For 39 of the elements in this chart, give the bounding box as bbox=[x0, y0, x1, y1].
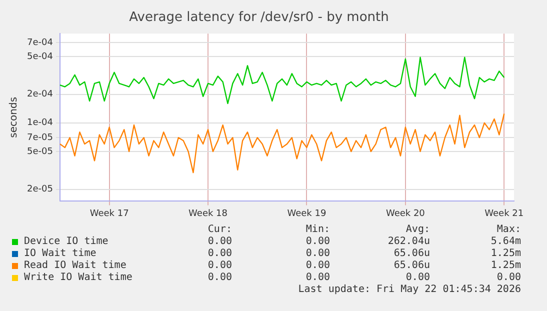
text: 0.00 bbox=[208, 236, 232, 248]
text: 0.00 bbox=[208, 260, 232, 272]
text: 0.00 bbox=[496, 272, 521, 284]
text: 0.00 bbox=[306, 248, 330, 260]
x-tick-label: Week 17 bbox=[90, 208, 129, 219]
x-tick-label: Week 18 bbox=[188, 208, 228, 219]
y-tick-label: 7e-04 bbox=[26, 38, 54, 48]
legend-label: Write IO Wait time bbox=[24, 272, 132, 284]
y-axis-title: seconds bbox=[8, 96, 20, 138]
y-tick-label: 2e-04 bbox=[26, 90, 54, 100]
text: Cur: bbox=[208, 224, 232, 236]
y-tick-label: 5e-04 bbox=[26, 52, 54, 62]
text: 0.00 bbox=[208, 248, 232, 260]
y-tick-label: 1e-04 bbox=[26, 118, 54, 128]
text: 0.00 bbox=[406, 272, 430, 284]
y-tick-label: 5e-05 bbox=[26, 146, 53, 157]
legend-label: IO Wait time bbox=[24, 248, 96, 260]
text: 1.25m bbox=[490, 248, 521, 260]
x-tick-label: Week 19 bbox=[287, 208, 326, 219]
text: Last update: Fri May 22 01:45:34 2026 bbox=[298, 284, 521, 296]
y-tick-label: 2e-05 bbox=[26, 184, 53, 195]
text: 1.25m bbox=[490, 260, 521, 272]
text: 0.00 bbox=[306, 236, 330, 248]
x-tick-label: Week 20 bbox=[386, 208, 426, 219]
text: 262.04u bbox=[388, 236, 430, 248]
text: Max: bbox=[496, 224, 521, 236]
text: 0.00 bbox=[208, 272, 232, 284]
text: 65.06u bbox=[394, 260, 430, 272]
x-tick-label: Week 21 bbox=[484, 208, 524, 219]
text: 65.06u bbox=[394, 248, 430, 260]
text: 0.00 bbox=[306, 260, 330, 272]
y-tick-label: 7e-05 bbox=[26, 132, 53, 143]
legend-label: Read IO Wait time bbox=[24, 260, 126, 272]
legend-label: Device IO time bbox=[24, 236, 108, 248]
chart-title: Average latency for /dev/sr0 - by month bbox=[129, 10, 389, 26]
text: Min: bbox=[306, 224, 330, 236]
text: 0.00 bbox=[306, 272, 330, 284]
text: Avg: bbox=[406, 224, 430, 236]
text: 5.64m bbox=[490, 236, 521, 248]
